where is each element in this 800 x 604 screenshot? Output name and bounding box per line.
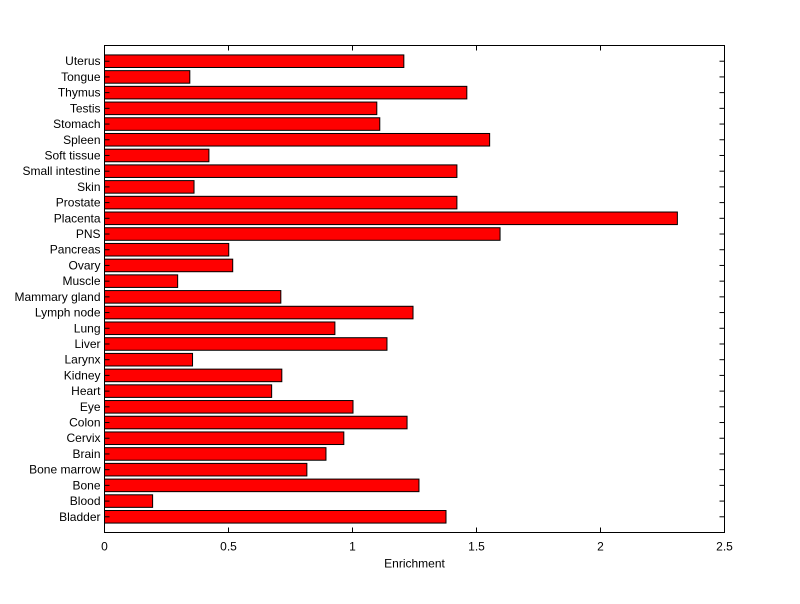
bar-heart bbox=[104, 384, 273, 398]
plot-frame bbox=[104, 45, 725, 533]
y-tick-label: Lymph node bbox=[35, 306, 101, 320]
y-tick-label: Small intestine bbox=[22, 164, 100, 178]
y-tick-label: Bone bbox=[72, 478, 100, 492]
y-tick-label: Larynx bbox=[64, 353, 100, 367]
bar-brain bbox=[104, 447, 327, 461]
bar-bone-marrow bbox=[104, 462, 308, 477]
bar-mammary-gland bbox=[104, 290, 282, 304]
bar-cervix bbox=[104, 431, 345, 446]
y-tick-label: Uterus bbox=[65, 54, 100, 68]
y-tick-label: Soft tissue bbox=[44, 148, 100, 162]
y-tick-label: Kidney bbox=[64, 368, 101, 382]
x-tick-label: 0.5 bbox=[220, 540, 237, 554]
y-tick-label: Spleen bbox=[63, 133, 100, 147]
bar-liver bbox=[104, 337, 388, 351]
bar-skin bbox=[104, 180, 195, 194]
bar-muscle bbox=[104, 274, 179, 288]
bar-colon bbox=[104, 415, 408, 430]
y-tick-label: Heart bbox=[71, 384, 101, 398]
bar-tongue bbox=[104, 70, 191, 84]
bar-eye bbox=[104, 400, 354, 414]
bar-uterus bbox=[104, 54, 405, 68]
y-tick-label: Thymus bbox=[58, 86, 101, 100]
y-tick-label: Muscle bbox=[62, 274, 100, 288]
y-tick-label: Cervix bbox=[66, 431, 100, 445]
y-tick-label: Mammary gland bbox=[14, 290, 100, 304]
bar-soft-tissue bbox=[104, 148, 210, 163]
bar-pancreas bbox=[104, 242, 230, 257]
bar-testis bbox=[104, 101, 378, 116]
y-tick-label: Pancreas bbox=[50, 243, 101, 257]
bar-kidney bbox=[104, 368, 283, 383]
bar-thymus bbox=[104, 85, 468, 100]
y-tick-label: Lung bbox=[74, 321, 101, 335]
y-tick-label: Testis bbox=[70, 101, 101, 115]
bar-lung bbox=[104, 321, 336, 336]
y-tick-label: Colon bbox=[69, 416, 100, 430]
bar-bone bbox=[104, 478, 420, 493]
bar-prostate bbox=[104, 195, 458, 210]
y-tick-label: Skin bbox=[77, 180, 100, 194]
x-tick-label: 1 bbox=[349, 540, 356, 554]
bar-small-intestine bbox=[104, 164, 458, 178]
x-tick-label: 1.5 bbox=[468, 540, 485, 554]
y-tick-label: Stomach bbox=[53, 117, 100, 131]
y-tick-label: Ovary bbox=[68, 258, 100, 272]
bar-larynx bbox=[104, 352, 194, 367]
y-tick-label: Tongue bbox=[61, 70, 101, 84]
bar-placenta bbox=[104, 211, 678, 226]
bar-lymph-node bbox=[104, 305, 414, 320]
bar-ovary bbox=[104, 258, 234, 273]
y-tick-label: PNS bbox=[76, 227, 101, 241]
bar-stomach bbox=[104, 117, 381, 131]
bar-bladder bbox=[104, 510, 447, 524]
x-tick-label: 2 bbox=[597, 540, 604, 554]
y-tick-label: Eye bbox=[80, 400, 101, 414]
y-tick-label: Placenta bbox=[54, 211, 101, 225]
bar-spleen bbox=[104, 132, 491, 147]
bar-pns bbox=[104, 227, 501, 241]
y-tick-label: Bladder bbox=[59, 510, 100, 524]
y-tick-label: Bone marrow bbox=[29, 463, 101, 477]
bar-blood bbox=[104, 494, 154, 508]
y-tick-label: Liver bbox=[74, 337, 100, 351]
x-axis-label: Enrichment bbox=[384, 557, 445, 571]
y-tick-label: Brain bbox=[72, 447, 100, 461]
y-tick-label: Prostate bbox=[56, 196, 101, 210]
y-tick-label: Blood bbox=[70, 494, 101, 508]
bars-group bbox=[104, 54, 678, 524]
x-tick-label: 2.5 bbox=[716, 540, 733, 554]
x-tick-label: 0 bbox=[101, 540, 108, 554]
